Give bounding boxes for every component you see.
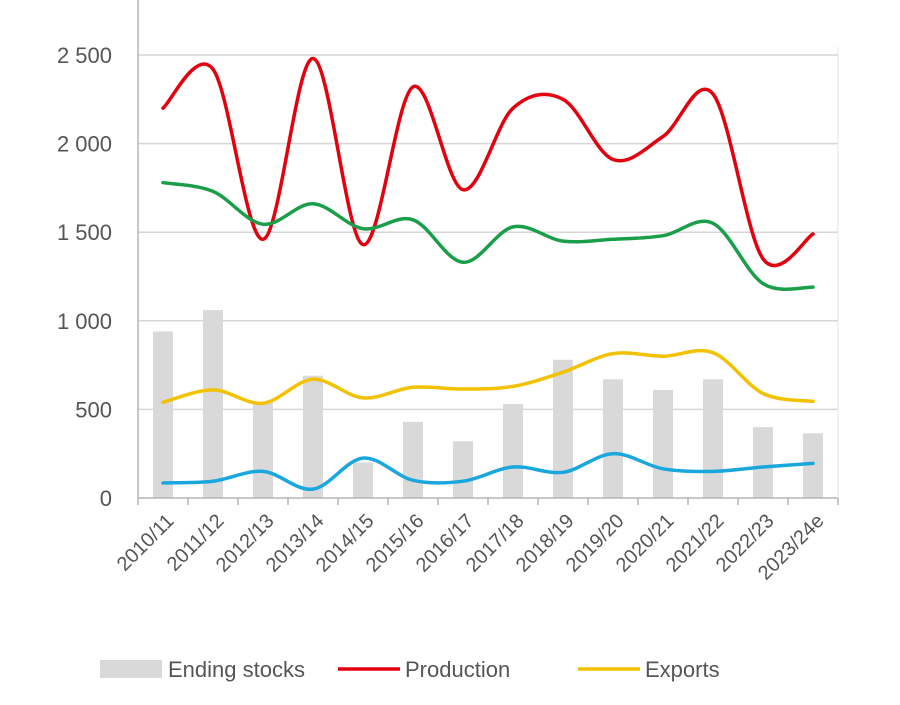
bar-ending-stocks (503, 404, 523, 498)
line-exports (161, 348, 815, 405)
bar-ending-stocks (353, 462, 373, 498)
line-series-2 (161, 180, 815, 291)
bar-ending-stocks (403, 421, 423, 498)
legend-label: Exports (645, 657, 720, 682)
bar-ending-stocks (153, 331, 173, 498)
y-tick-labels: 0 500 1 000 1 500 2 000 2 500 (57, 43, 112, 511)
legend: Ending stocks Production Exports (100, 657, 720, 682)
gridlines (138, 54, 838, 411)
legend-label: Production (405, 657, 510, 682)
bar-ending-stocks (253, 402, 273, 498)
line-production (161, 56, 815, 268)
bar-ending-stocks (753, 427, 773, 498)
bar-ending-stocks (703, 379, 723, 498)
legend-swatch-ending-stocks (100, 660, 162, 678)
y-tick-label: 1 500 (57, 220, 112, 245)
bar-ending-stocks (303, 375, 323, 498)
y-tick-label: 1 000 (57, 309, 112, 334)
series-lines (161, 56, 815, 491)
bar-ending-stocks (653, 389, 673, 498)
axes (137, 0, 839, 505)
line-series-4 (161, 451, 815, 491)
y-tick-label: 500 (75, 397, 112, 422)
bar-ending-stocks (603, 379, 623, 498)
y-tick-label: 2 000 (57, 132, 112, 157)
bar-ending-stocks (803, 433, 823, 498)
bar-ending-stocks (453, 441, 473, 498)
y-tick-label: 2 500 (57, 43, 112, 68)
bar-ending-stocks (203, 310, 223, 498)
y-tick-label: 0 (100, 486, 112, 511)
x-tick-labels: 2010/112011/122012/132013/142014/152015/… (113, 510, 829, 585)
bar-ending-stocks (553, 359, 573, 498)
bars (153, 310, 823, 498)
legend-label: Ending stocks (168, 657, 305, 682)
